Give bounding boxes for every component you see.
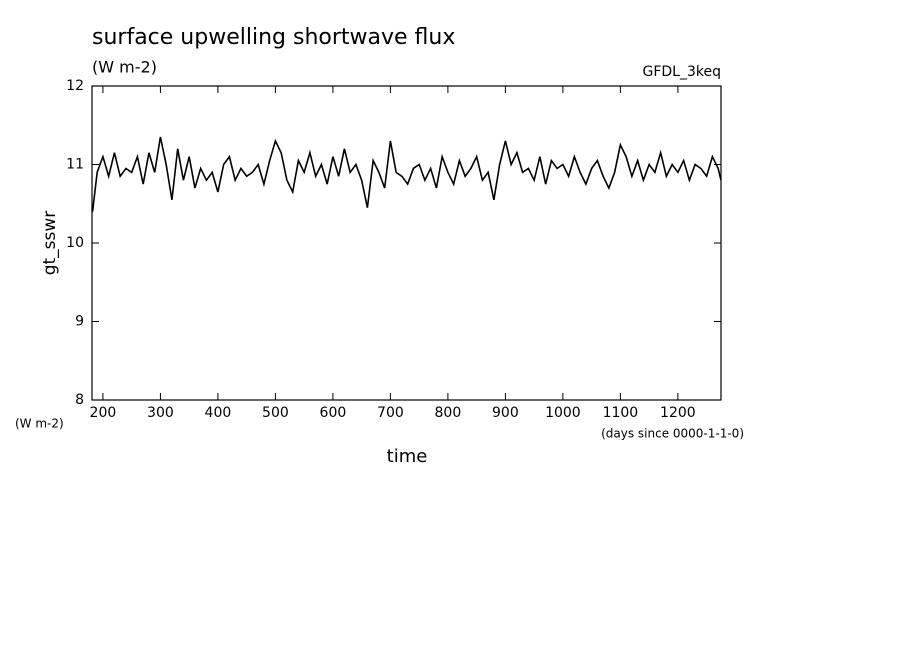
y-tick-label: 11 xyxy=(66,157,84,173)
y-tick-label: 8 xyxy=(75,392,84,408)
x-axis-label: time xyxy=(387,446,428,467)
y-tick-label: 12 xyxy=(66,78,84,94)
x-tick-label: 500 xyxy=(262,405,289,421)
chart-title: surface upwelling shortwave flux xyxy=(92,25,455,50)
data-line xyxy=(91,136,722,212)
x-tick-label: 1200 xyxy=(660,405,696,421)
x-tick-label: 1000 xyxy=(545,405,581,421)
y-unit: (W m-2) xyxy=(15,417,64,431)
y-axis-label: gt_sswr xyxy=(40,211,60,276)
x-tick-label: 200 xyxy=(90,405,117,421)
x-tick-label: 1100 xyxy=(603,405,639,421)
plot-frame xyxy=(91,85,722,401)
y-tick-label: 10 xyxy=(66,235,84,251)
x-tick-label: 400 xyxy=(205,405,232,421)
chart-subtitle: (W m-2) xyxy=(92,58,157,77)
x-tick-label: 700 xyxy=(377,405,404,421)
x-tick-label: 600 xyxy=(320,405,347,421)
x-tick-label: 300 xyxy=(147,405,174,421)
x-tick-label: 800 xyxy=(435,405,462,421)
x-unit: (days since 0000-1-1-0) xyxy=(601,427,744,441)
annotation: GFDL_3keq xyxy=(643,64,722,80)
x-tick-label: 900 xyxy=(492,405,519,421)
y-tick-label: 9 xyxy=(75,314,84,330)
